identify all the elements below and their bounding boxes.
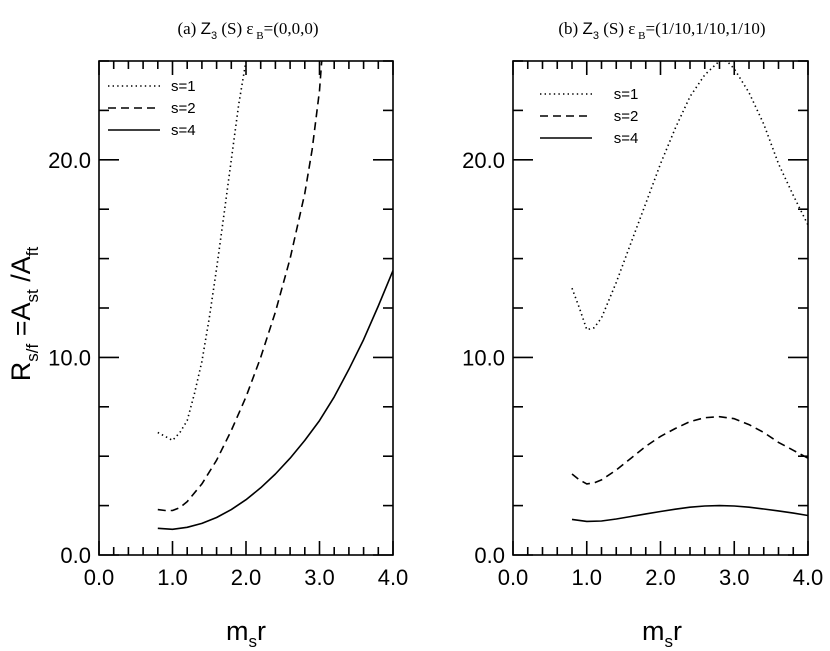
panel-b-series-s4 xyxy=(571,504,808,523)
panel-a-legend-label: s=2 xyxy=(171,100,196,117)
panel-b-legend-label: s=1 xyxy=(614,86,639,103)
panel-a-y-tick-label: 20.0 xyxy=(48,148,91,173)
panel-a-y-tick-label: 10.0 xyxy=(48,345,91,370)
panel-b-y-tick-label: 0.0 xyxy=(474,543,505,568)
panel-a-x-tick-label: 1.0 xyxy=(157,565,188,590)
panel-a-legend-label: s=1 xyxy=(171,78,196,95)
panel-a-series-s4 xyxy=(157,270,393,531)
y-axis-label: Rs/f =Ast /Aft xyxy=(6,247,42,382)
panel-b-x-tick-label: 0.0 xyxy=(498,565,529,590)
panel-a-plot: 0.0 1.0 2.0 3.0 4.0 0.0 10.0 20.0 s=1 s=2 s=4 xyxy=(48,60,409,590)
x-axis-label-a: msr xyxy=(226,616,266,651)
panel-b-x-tick-label: 4.0 xyxy=(793,565,824,590)
panel-b-x-tick-label: 3.0 xyxy=(719,565,750,590)
panel-a-y-tick-label: 0.0 xyxy=(60,543,91,568)
panel-a-x-tick-label: 2.0 xyxy=(231,565,262,590)
panel-b-frame xyxy=(512,60,809,556)
panel-b-x-tick-label: 2.0 xyxy=(645,565,676,590)
panel-a-x-tick-label: 0.0 xyxy=(84,565,115,590)
panel-a-title: (a) Z3 (S) ε B=(0,0,0) xyxy=(177,19,318,42)
panel-b-plot: 0.0 1.0 2.0 3.0 4.0 0.0 10.0 20.0 s=1 s=2 s=4 xyxy=(462,60,824,590)
panel-a-x-tick-label: 4.0 xyxy=(378,565,409,590)
panel-b-y-tick-label: 10.0 xyxy=(462,345,505,370)
panel-b-y-tick-label: 20.0 xyxy=(462,148,505,173)
panel-a-frame xyxy=(98,60,394,556)
panel-a-series-s2 xyxy=(157,61,323,512)
panel-a-legend-label: s=4 xyxy=(171,122,196,139)
panel-b-title: (b) Z3 (S) ε B=(1/10,1/10,1/10) xyxy=(558,19,765,42)
x-axis-label-b: msr xyxy=(642,616,682,651)
panel-a-series-s1 xyxy=(157,61,247,442)
panel-b-x-tick-label: 1.0 xyxy=(571,565,602,590)
panel-b-series-s1 xyxy=(571,61,808,331)
panel-b-series-s2 xyxy=(571,415,808,485)
panel-b-legend-label: s=2 xyxy=(614,108,639,125)
panel-a-x-tick-label: 3.0 xyxy=(304,565,335,590)
panel-b-legend-label: s=4 xyxy=(614,130,639,147)
